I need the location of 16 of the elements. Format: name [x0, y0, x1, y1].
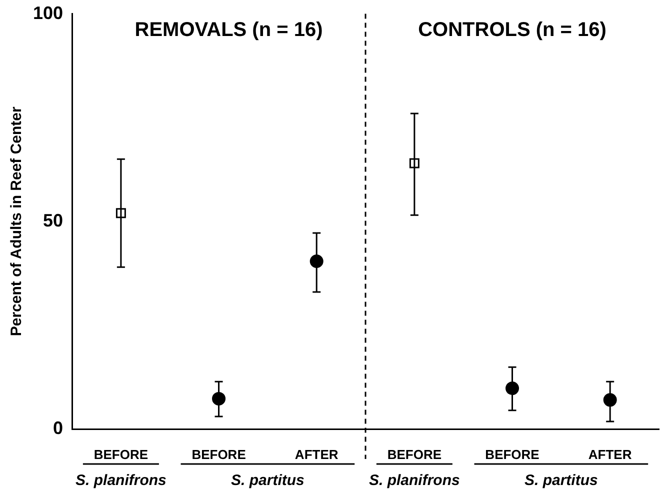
y-tick-label: 0: [53, 418, 64, 438]
x-tick-label: BEFORE: [387, 447, 442, 462]
annotation: REMOVALS (n = 16): [134, 18, 323, 41]
x-tick-label: BEFORE: [94, 447, 148, 462]
x-tick-label: AFTER: [294, 447, 339, 462]
text: S. partitus: [231, 472, 304, 489]
x-tick-label: BEFORE: [192, 447, 246, 462]
text: S. partitus: [524, 472, 598, 489]
text: S. planifrons: [369, 472, 460, 489]
text: S. planifrons: [76, 472, 166, 489]
y-tick-label: 50: [43, 210, 64, 230]
x-tick-label: AFTER: [588, 447, 632, 462]
y-axis-title: Percent of Adults in Reef Center: [8, 106, 26, 336]
x-tick-label: BEFORE: [485, 447, 540, 462]
y-tick-label: 100: [32, 2, 64, 23]
annotation: CONTROLS (n = 16): [418, 18, 606, 41]
